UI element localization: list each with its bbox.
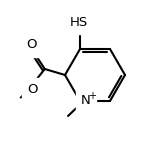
Text: O: O: [26, 39, 37, 51]
Text: +: +: [88, 91, 96, 101]
Text: O: O: [27, 83, 38, 96]
Text: N: N: [81, 94, 91, 108]
Text: HS: HS: [69, 16, 88, 29]
